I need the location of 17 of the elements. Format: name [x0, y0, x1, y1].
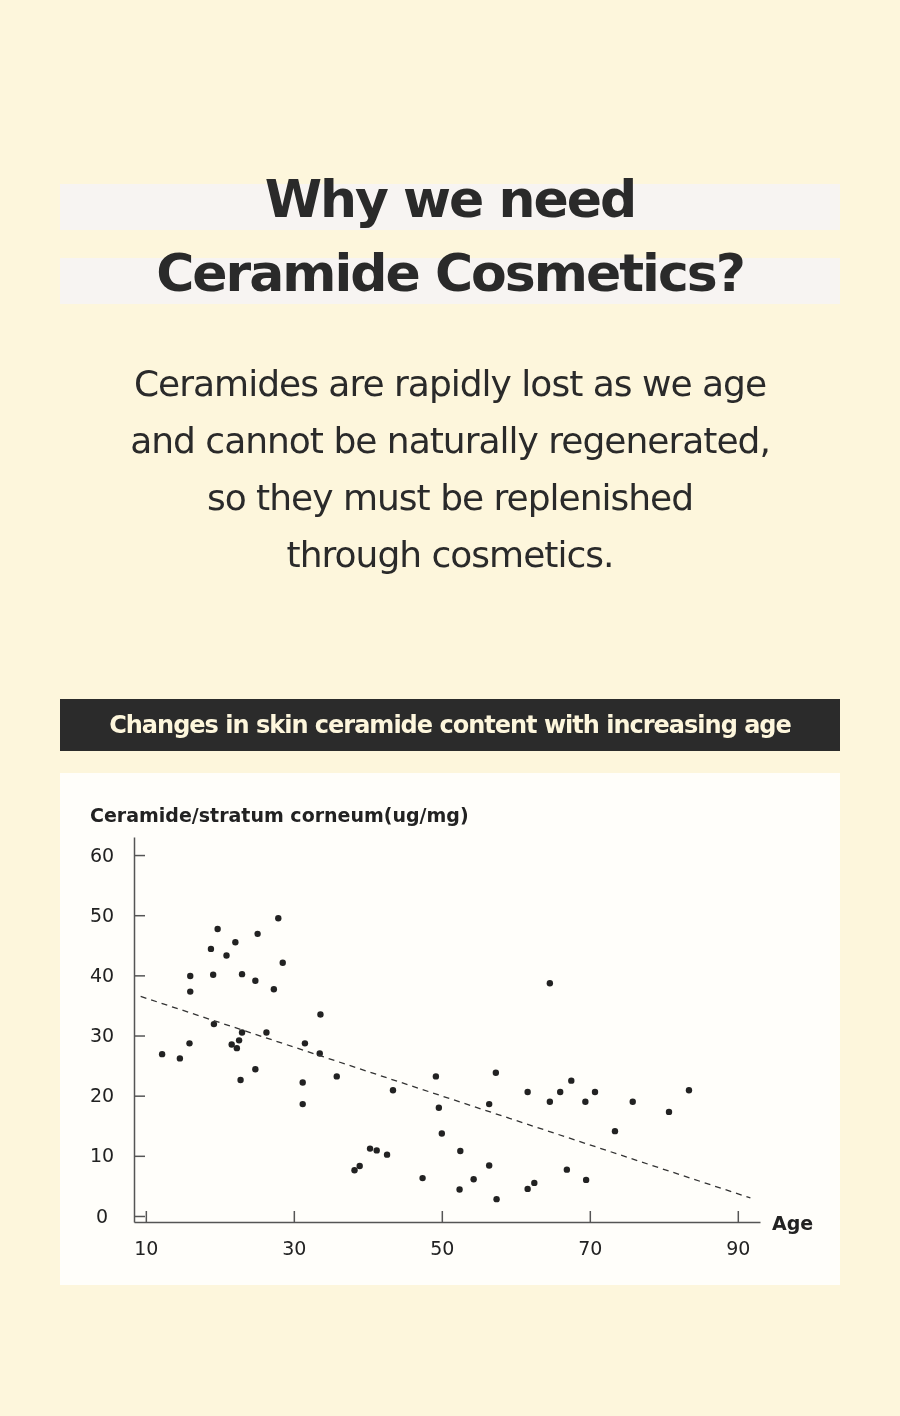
y-tick-label: 50 — [89, 903, 115, 926]
chart-title: Why we need Ceramide Cosmetics? — [156, 169, 744, 303]
y-tick-label: 60 — [89, 843, 115, 866]
x-tick-label: 90 — [726, 1237, 751, 1260]
y-tick-label: 40 — [89, 963, 115, 986]
x-tick-label: 10 — [134, 1237, 159, 1260]
text: Changes in skin ceramide content with increasing age — [109, 711, 792, 739]
y-tick-label: 30 — [89, 1024, 115, 1047]
x-tick-label: 70 — [578, 1237, 603, 1260]
y-tick-label: 20 — [89, 1084, 115, 1107]
y-tick-label: 0 — [95, 1204, 109, 1227]
x-tick-label: 30 — [282, 1237, 307, 1260]
x-axis-title: Age — [772, 1212, 814, 1234]
chart-subtitle: Ceramides are rapidly lost as we age and cannot be naturally regenerated, so they must be replenished through cosmetics. — [130, 363, 770, 575]
x-tick-label: 50 — [430, 1237, 455, 1260]
y-axis-title: Ceramide/stratum corneum(ug/mg) — [90, 804, 469, 826]
y-tick-label: 10 — [89, 1144, 115, 1167]
